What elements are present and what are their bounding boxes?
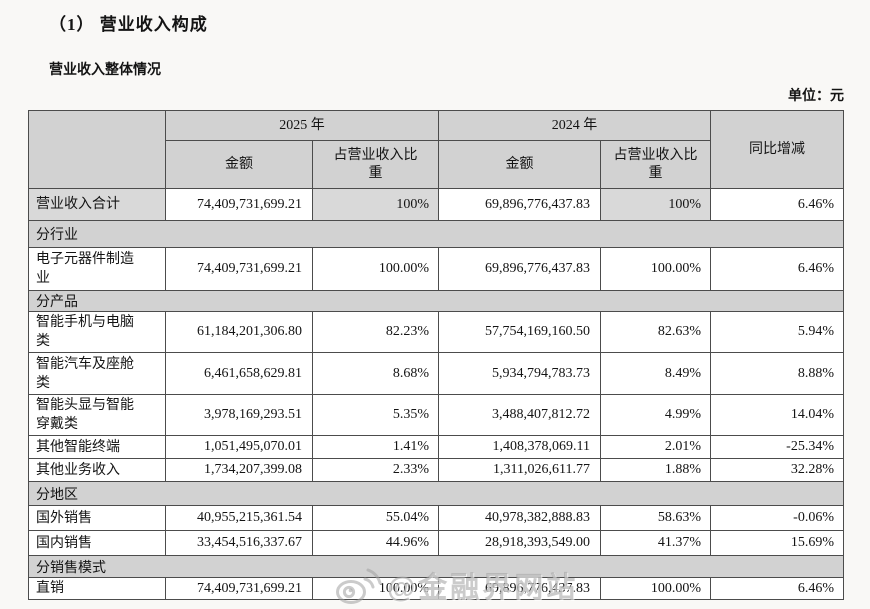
table-header-row-metrics: 金额 占营业收入比重 金额 占营业收入比重: [29, 140, 844, 189]
section-row-label: 分地区: [28, 481, 844, 506]
table-section-row: 分产品: [28, 290, 844, 312]
section-row-label: 分销售模式: [28, 555, 844, 578]
share-2025-cell: 44.96%: [312, 530, 439, 556]
amount-2024-cell: 69,896,776,437.83: [438, 577, 601, 600]
row-label-cell: 营业收入合计: [28, 188, 166, 221]
header-amount-2024: 金额: [438, 140, 601, 189]
header-share-label: 占营业收入比重: [613, 147, 698, 181]
amount-2025-cell: 74,409,731,699.21: [165, 188, 313, 221]
table-header-row-years: 2025 年 2024 年 同比增减: [28, 110, 844, 189]
amount-2024-cell: 1,311,026,611.77: [438, 458, 601, 482]
share-2024-cell: 8.49%: [600, 352, 711, 395]
unit-label: 单位：元: [788, 89, 844, 104]
share-2024-cell: 4.99%: [600, 394, 711, 436]
amount-2025-cell: 40,955,215,361.54: [165, 505, 313, 531]
revenue-composition-table: 2025 年 2024 年 同比增减 金额 占营业收入比重 金额 占营业收入比重…: [28, 110, 844, 600]
header-share-2024: 占营业收入比重: [600, 140, 711, 189]
share-2024-cell: 100.00%: [600, 247, 711, 291]
amount-2024-cell: 57,754,169,160.50: [438, 311, 601, 353]
table-row: 其他智能终端 1,051,495,070.01 1.41% 1,408,378,069…: [28, 435, 844, 459]
share-2025-cell: 100.00%: [312, 247, 439, 291]
table-section-row: 分销售模式: [28, 555, 844, 578]
row-label-cell: 智能头显与智能穿戴类: [28, 394, 166, 436]
yoy-cell: 6.46%: [710, 188, 844, 221]
amount-2024-cell: 40,978,382,888.83: [438, 505, 601, 531]
amount-2025-cell: 1,051,495,070.01: [165, 435, 313, 459]
header-year-2025: 2025 年: [165, 110, 439, 141]
share-2024-cell: 41.37%: [600, 530, 711, 556]
row-label-cell: 其他智能终端: [28, 435, 166, 459]
table-row: 直销 74,409,731,699.21 100.00% 69,896,776,437…: [28, 577, 844, 600]
share-2025-cell: 55.04%: [312, 505, 439, 531]
table-section-row: 分地区: [28, 481, 844, 506]
share-2024-cell: 1.88%: [600, 458, 711, 482]
amount-2024-cell: 28,918,393,549.00: [438, 530, 601, 556]
table-section-row: 分行业: [28, 220, 844, 248]
header-share-label: 占营业收入比重: [333, 147, 418, 181]
table-row: 营业收入合计 74,409,731,699.21 100% 69,896,776,43…: [28, 188, 844, 221]
header-year-2024: 2024 年: [438, 110, 711, 141]
amount-2025-cell: 74,409,731,699.21: [165, 247, 313, 291]
share-2024-cell: 82.63%: [600, 311, 711, 353]
amount-2025-cell: 6,461,658,629.81: [165, 352, 313, 395]
share-2025-cell: 2.33%: [312, 458, 439, 482]
amount-2024-cell: 1,408,378,069.11: [438, 435, 601, 459]
row-label-cell: 智能汽车及座舱类: [28, 352, 166, 395]
yoy-cell: 6.46%: [710, 577, 844, 600]
amount-2024-cell: 69,896,776,437.83: [438, 188, 601, 221]
header-blank-cell: [28, 110, 166, 189]
amount-2024-cell: 69,896,776,437.83: [438, 247, 601, 291]
share-2024-cell: 100.00%: [600, 577, 711, 600]
share-2025-cell: 100%: [312, 188, 439, 221]
row-label-cell: 直销: [28, 577, 166, 600]
amount-2024-cell: 5,934,794,783.73: [438, 352, 601, 395]
yoy-cell: 14.04%: [710, 394, 844, 436]
row-label-cell: 国外销售: [28, 505, 166, 531]
share-2025-cell: 8.68%: [312, 352, 439, 395]
table-row: 其他业务收入 1,734,207,399.08 2.33% 1,311,026,611…: [28, 458, 844, 482]
yoy-cell: 5.94%: [710, 311, 844, 353]
watermark-text: @金融界网站: [387, 572, 579, 604]
share-2025-cell: 1.41%: [312, 435, 439, 459]
table-row: 国外销售 40,955,215,361.54 55.04% 40,978,382,88…: [28, 505, 844, 531]
page-title: （1） 营业收入构成: [49, 15, 208, 34]
row-label-cell: 电子元器件制造业: [28, 247, 166, 291]
table-row: 电子元器件制造业 74,409,731,699.21 100.00% 69,896,7…: [28, 247, 844, 291]
row-label-cell: 其他业务收入: [28, 458, 166, 482]
yoy-cell: 8.88%: [710, 352, 844, 395]
yoy-cell: -25.34%: [710, 435, 844, 459]
section-row-label: 分行业: [28, 220, 844, 248]
section-row-label: 分产品: [28, 290, 844, 312]
table-row: 智能头显与智能穿戴类 3,978,169,293.51 5.35% 3,488,407…: [28, 394, 844, 436]
share-2024-cell: 100%: [600, 188, 711, 221]
amount-2025-cell: 61,184,201,306.80: [165, 311, 313, 353]
yoy-cell: 32.28%: [710, 458, 844, 482]
amount-2025-cell: 1,734,207,399.08: [165, 458, 313, 482]
yoy-cell: -0.06%: [710, 505, 844, 531]
share-2025-cell: 5.35%: [312, 394, 439, 436]
share-2024-cell: 2.01%: [600, 435, 711, 459]
yoy-cell: 6.46%: [710, 247, 844, 291]
row-label-cell: 智能手机与电脑类: [28, 311, 166, 353]
table-row: 智能汽车及座舱类 6,461,658,629.81 8.68% 5,934,794,7…: [28, 352, 844, 395]
row-label-cell: 国内销售: [28, 530, 166, 556]
weibo-icon: [336, 568, 382, 604]
header-yoy: 同比增减: [710, 110, 844, 189]
amount-2024-cell: 3,488,407,812.72: [438, 394, 601, 436]
share-2025-cell: 82.23%: [312, 311, 439, 353]
table-row: 国内销售 33,454,516,337.67 44.96% 28,918,393,54…: [28, 530, 844, 556]
header-share-2025: 占营业收入比重: [312, 140, 439, 189]
watermark: @金融界网站: [334, 564, 578, 606]
amount-2025-cell: 33,454,516,337.67: [165, 530, 313, 556]
table-row: 智能手机与电脑类 61,184,201,306.80 82.23% 57,754,16…: [28, 311, 844, 353]
table-caption: 营业收入整体情况: [49, 63, 161, 78]
amount-2025-cell: 74,409,731,699.21: [165, 577, 313, 600]
header-amount-2025: 金额: [165, 140, 313, 189]
amount-2025-cell: 3,978,169,293.51: [165, 394, 313, 436]
yoy-cell: 15.69%: [710, 530, 844, 556]
share-2024-cell: 58.63%: [600, 505, 711, 531]
